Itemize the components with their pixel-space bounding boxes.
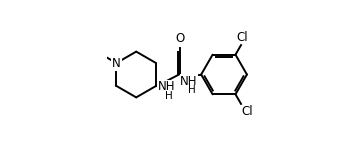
Text: NH: NH (180, 74, 198, 87)
Text: O: O (175, 32, 184, 45)
Text: N: N (112, 57, 121, 70)
Text: H: H (165, 91, 173, 101)
Text: Cl: Cl (236, 31, 248, 44)
Text: Cl: Cl (242, 105, 253, 118)
Text: NH: NH (158, 80, 175, 93)
Text: H: H (188, 85, 196, 95)
